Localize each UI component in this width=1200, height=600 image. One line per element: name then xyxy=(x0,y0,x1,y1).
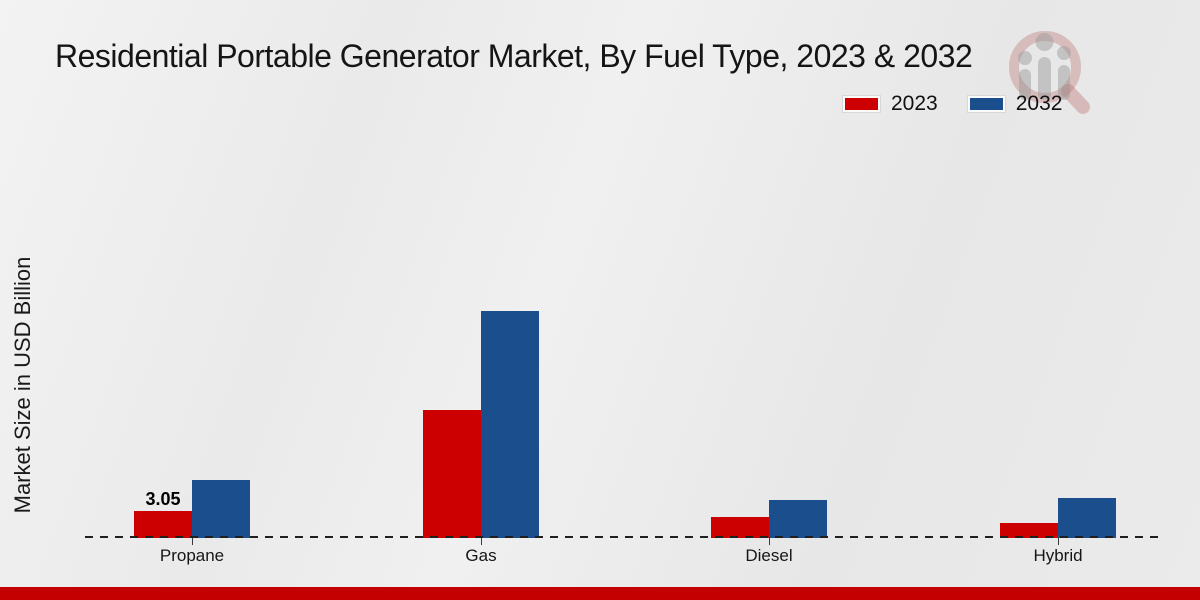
x-axis-tick xyxy=(481,538,482,545)
bar-2032-propane xyxy=(192,480,250,538)
bar-2032-gas xyxy=(481,311,539,538)
magnifier-bar-chart-watermark-icon xyxy=(1009,31,1090,114)
legend: 2023 2032 xyxy=(843,92,1062,116)
x-axis-tick xyxy=(192,538,193,545)
footer-accent-bar xyxy=(0,587,1200,600)
y-axis-label: Market Size in USD Billion xyxy=(10,256,35,514)
x-axis-tick xyxy=(769,538,770,545)
bar-2032-diesel xyxy=(769,500,827,538)
bar-value-label: 3.05 xyxy=(145,489,181,509)
category-label-hybrid: Hybrid xyxy=(1033,546,1083,565)
category-label-diesel: Diesel xyxy=(745,546,793,565)
chart-title: Residential Portable Generator Market, B… xyxy=(55,38,973,74)
legend-item-2023: 2023 xyxy=(843,92,938,116)
category-label-gas: Gas xyxy=(465,546,497,565)
bar-2023-propane xyxy=(134,511,192,538)
bar-2032-hybrid xyxy=(1058,498,1116,538)
legend-label: 2023 xyxy=(891,92,938,115)
legend-item-2032: 2032 xyxy=(967,92,1063,116)
x-axis-tick xyxy=(1058,538,1059,545)
bar-2023-diesel xyxy=(711,517,769,538)
legend-label: 2032 xyxy=(1015,92,1063,115)
bar-2023-gas xyxy=(423,410,481,538)
category-label-propane: Propane xyxy=(159,546,225,565)
x-axis-dashed-baseline xyxy=(85,536,1163,538)
legend-swatch-2032 xyxy=(967,96,1005,112)
legend-swatch-2023 xyxy=(843,96,880,112)
bar-2023-hybrid xyxy=(1000,523,1058,538)
